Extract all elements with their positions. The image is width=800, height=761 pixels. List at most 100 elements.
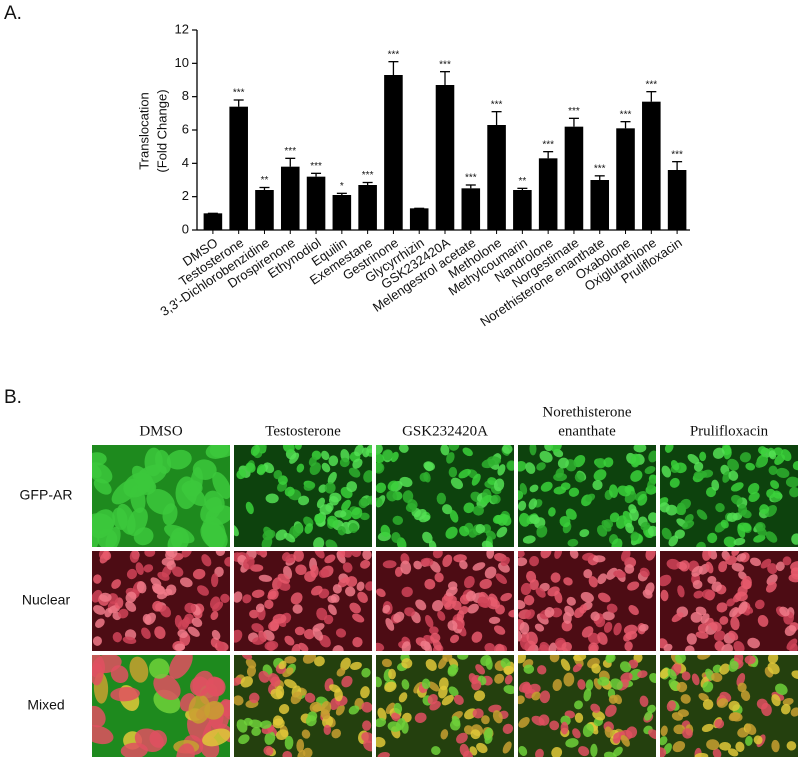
cell [348,705,360,715]
cell [404,607,415,617]
cell [385,618,395,631]
cell [327,515,339,528]
cell [471,679,482,691]
cell [324,554,336,564]
cell [767,662,780,675]
cell [93,605,106,615]
cell [702,551,712,561]
cell [297,749,306,757]
cell [238,734,250,745]
cell [479,578,492,589]
cell [625,522,634,534]
cell [663,643,673,651]
cell [356,581,365,592]
cell [267,590,277,600]
cell [284,486,295,497]
cell [544,445,554,452]
cell [321,450,330,461]
cell [361,701,372,713]
cell [349,602,361,614]
cell [345,576,358,587]
cell [293,551,304,562]
cell [737,585,748,597]
cell [606,655,615,662]
cell [529,555,540,567]
cell [759,504,770,515]
cell [728,630,739,641]
cell [308,456,317,467]
cell [243,556,255,570]
cell [448,686,459,697]
error-bar [491,111,502,125]
cell [552,679,562,692]
cell [318,484,327,493]
cell [202,728,230,747]
cell [351,551,361,558]
cell [451,715,461,727]
cell [215,551,226,556]
error-bar [543,151,554,159]
cell [621,551,631,562]
cell [565,508,577,520]
cell [321,462,331,473]
cell [302,655,316,664]
bar [590,180,610,230]
bar [513,190,532,230]
cell [755,456,768,468]
cell [485,657,493,670]
cell [728,470,739,481]
cell [146,489,175,515]
cell [181,551,192,558]
cell [174,615,183,628]
cell [330,593,340,603]
cell [382,604,391,614]
cell [754,599,765,610]
cell [190,676,210,697]
cell [266,641,276,651]
cell [695,631,709,639]
cell [675,655,686,664]
cell [604,726,613,738]
cell [272,613,287,624]
cell [733,641,745,651]
cell [749,557,762,567]
significance-label: *** [620,109,632,120]
cell [595,458,606,469]
cell [682,520,695,530]
cell [572,728,581,739]
column-header: Prulifloxacin [690,423,769,439]
cell [666,558,681,570]
cell [612,746,623,757]
cell [608,484,619,498]
cell [702,699,714,710]
cell [580,591,594,603]
significance-label: *** [568,106,580,117]
cell [488,616,501,624]
cell [234,677,242,686]
cell [723,536,737,547]
cell [536,462,546,471]
cell [363,740,372,752]
cell [415,599,427,611]
cell [518,551,525,558]
cell [758,446,768,455]
cell [118,608,129,619]
cell [245,501,254,515]
cell [453,694,464,705]
row-label: Mixed [27,697,64,713]
cell [246,665,256,677]
cell [261,536,273,547]
cell [523,664,535,674]
error-bar [233,99,244,107]
cell [588,642,599,651]
cell [304,523,314,534]
cell [694,752,709,757]
cell [502,723,514,734]
cell [757,614,769,627]
cell [177,629,188,639]
cell [442,554,453,568]
cell [92,705,106,728]
cell [129,551,140,563]
cell [450,634,460,644]
